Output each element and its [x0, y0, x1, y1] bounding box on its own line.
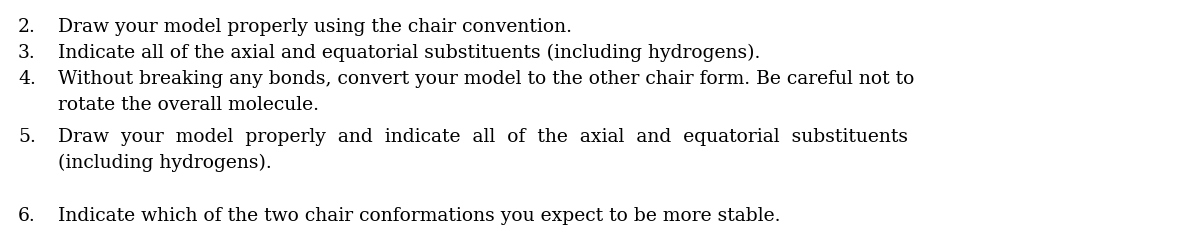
Text: Indicate all of the axial and equatorial substituents (including hydrogens).: Indicate all of the axial and equatorial… [58, 44, 761, 62]
Text: rotate the overall molecule.: rotate the overall molecule. [58, 96, 319, 114]
Text: Draw  your  model  properly  and  indicate  all  of  the  axial  and  equatorial: Draw your model properly and indicate al… [58, 128, 908, 145]
Text: 2.: 2. [18, 18, 36, 36]
Text: Without breaking any bonds, convert your model to the other chair form. Be caref: Without breaking any bonds, convert your… [58, 70, 914, 88]
Text: Indicate which of the two chair conformations you expect to be more stable.: Indicate which of the two chair conforma… [58, 206, 780, 224]
Text: 4.: 4. [18, 70, 36, 88]
Text: (including hydrogens).: (including hydrogens). [58, 153, 271, 172]
Text: 6.: 6. [18, 206, 36, 224]
Text: Draw your model properly using the chair convention.: Draw your model properly using the chair… [58, 18, 572, 36]
Text: 5.: 5. [18, 128, 36, 145]
Text: 3.: 3. [18, 44, 36, 62]
